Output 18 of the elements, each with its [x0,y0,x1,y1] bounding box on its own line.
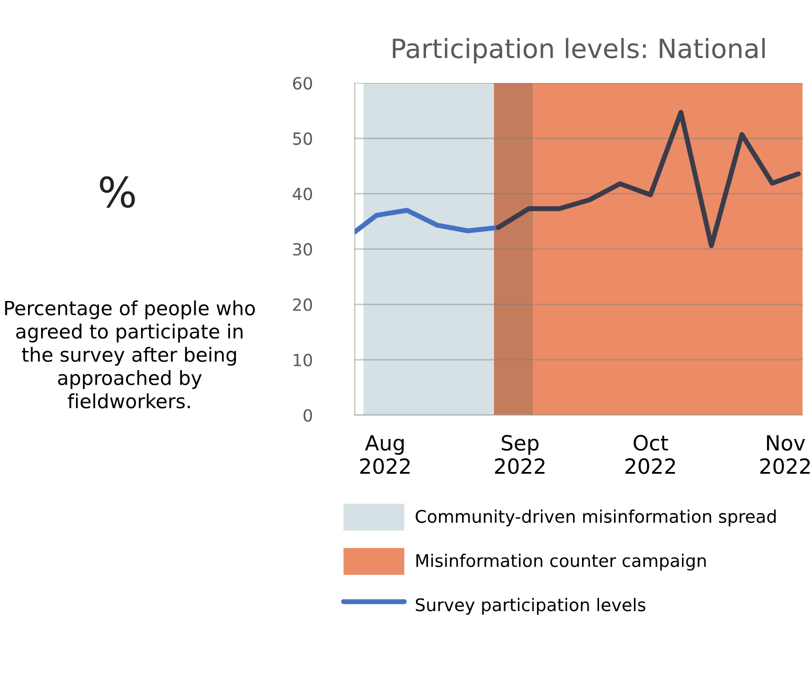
chart-title: Participation levels: National [392,38,765,64]
y-tick-label: 20 [293,298,312,311]
x-tick-label: Oct 2022 [626,434,675,474]
x-tick-label: Sep 2022 [495,434,544,474]
y-tick-label: 60 [293,76,312,90]
x-tick-label: Nov 2022 [760,435,810,474]
y-axis-title: % [100,176,135,208]
legend-label: Misinformation counter campaign [416,554,706,571]
y-tick-label: 30 [293,243,312,256]
legend-label: Community-driven misinformation spread [416,510,776,526]
y-tick-label: 0 [304,409,312,422]
x-tick-label: Aug 2022 [360,435,410,474]
text: Percentage of people who agreed to participate in the survey after being approached by fieldworkers. [5,300,255,408]
y-tick-label: 10 [294,354,312,366]
y-tick-label: 40 [292,188,312,200]
y-tick-label: 50 [293,132,312,145]
line-series [496,110,801,248]
legend-label: Survey participation levels [416,598,646,615]
